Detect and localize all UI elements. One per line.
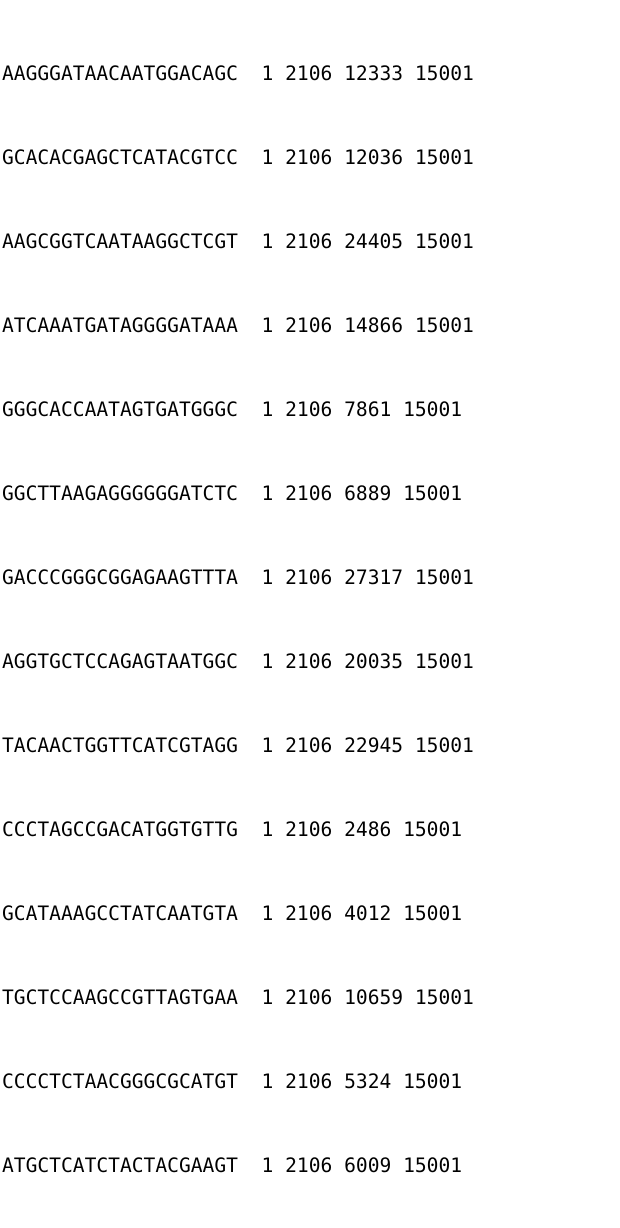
- sequence-line: CCCCTCTAACGGGCGCATGT 1 2106 5324 15001: [2, 1070, 463, 1093]
- sequence-line: TGCTCCAAGCCGTTAGTGAA 1 2106 10659 15001: [2, 986, 474, 1009]
- sequence-line: GCATAAAGCCTATCAATGTA 1 2106 4012 15001: [2, 902, 463, 925]
- sequence-line: ATCAAATGATAGGGGATAAA 1 2106 14866 15001: [2, 314, 474, 337]
- sequence-line: AAGGGATAACAATGGACAGC 1 2106 12333 15001: [2, 62, 474, 85]
- sequence-line: GGGCACCAATAGTGATGGGC 1 2106 7861 15001: [2, 398, 463, 421]
- sequence-output: AAGGGATAACAATGGACAGC 1 2106 12333 15001 …: [2, 4, 474, 1228]
- sequence-line: ATGCTCATCTACTACGAAGT 1 2106 6009 15001: [2, 1154, 463, 1177]
- sequence-line: AAGCGGTCAATAAGGCTCGT 1 2106 24405 15001: [2, 230, 474, 253]
- sequence-line: AGGTGCTCCAGAGTAATGGC 1 2106 20035 15001: [2, 650, 474, 673]
- sequence-line: CCCTAGCCGACATGGTGTTG 1 2106 2486 15001: [2, 818, 463, 841]
- sequence-line: GACCCGGGCGGAGAAGTTTA 1 2106 27317 15001: [2, 566, 474, 589]
- sequence-line: GCACACGAGCTCATACGTCC 1 2106 12036 15001: [2, 146, 474, 169]
- sequence-line: TACAACTGGTTCATCGTAGG 1 2106 22945 15001: [2, 734, 474, 757]
- sequence-line: GGCTTAAGAGGGGGGATCTC 1 2106 6889 15001: [2, 482, 463, 505]
